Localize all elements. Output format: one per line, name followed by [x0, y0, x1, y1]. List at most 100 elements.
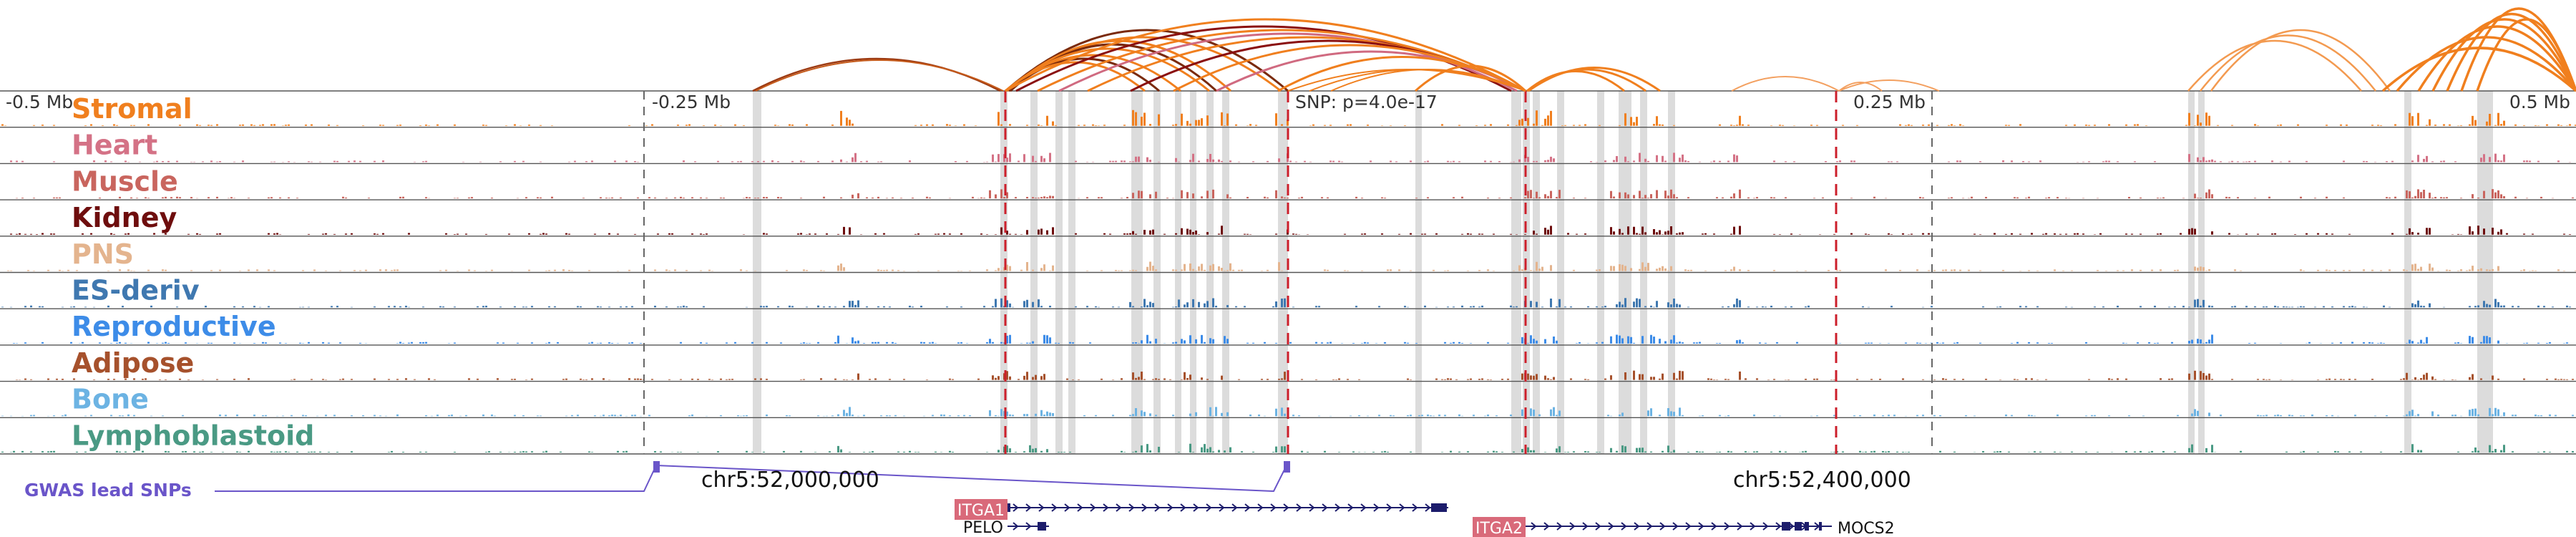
offset-label-plus-0-5: 0.5 Mb: [2509, 92, 2570, 112]
interaction-arc: [2210, 29, 2391, 92]
interaction-arc: [2431, 18, 2576, 92]
signal-stromal: [1, 110, 2576, 126]
track-label-kidney: Kidney: [72, 202, 177, 233]
track-labels: Stromal Heart Muscle Kidney PNS ES-deriv Repro…: [72, 93, 314, 451]
strand-arrow: [1283, 503, 1289, 512]
strand-arrow: [1322, 503, 1328, 512]
strand-arrow: [1556, 522, 1563, 531]
strand-arrow: [1141, 503, 1148, 512]
position-markers: [643, 91, 1933, 454]
interaction-arc: [2446, 12, 2576, 92]
track-label-stromal: Stromal: [72, 93, 192, 125]
interaction-arc: [755, 59, 1004, 92]
strand-arrow: [1360, 503, 1367, 512]
strand-arrow: [1231, 503, 1238, 512]
strand-arrow: [1672, 522, 1679, 531]
strand-arrow: [1711, 522, 1717, 531]
interaction-arc: [1005, 61, 1146, 92]
gene-label-pelo: PELO: [963, 519, 1003, 537]
gene-model-itga2: [1526, 522, 1832, 531]
strand-arrow: [1090, 503, 1096, 512]
strand-arrow: [1425, 503, 1431, 512]
strand-arrow: [1025, 522, 1032, 531]
strand-arrow: [1244, 503, 1251, 512]
interaction-arc: [2476, 18, 2576, 92]
strand-arrow: [1595, 522, 1601, 531]
strand-arrow: [1621, 522, 1627, 531]
signal-pns: [7, 261, 2576, 271]
signal-muscle: [16, 189, 2574, 199]
track-label-reproductive: Reproductive: [72, 311, 276, 342]
interaction-arc: [1005, 29, 1289, 92]
gene-track: ITGA1 PELO ITGA2 MOCS2: [955, 499, 1895, 537]
strand-arrow: [1634, 522, 1640, 531]
gene-highlight-box: [955, 499, 1008, 520]
strand-arrow: [1180, 503, 1186, 512]
strand-arrow: [1309, 503, 1315, 512]
strand-arrow: [1762, 522, 1769, 531]
interaction-arc: [1731, 76, 1840, 92]
interaction-arc: [1008, 57, 1160, 92]
strand-arrow: [1724, 522, 1730, 531]
strand-arrow: [1154, 503, 1161, 512]
signal-reproductive: [13, 334, 2568, 344]
gene-label-itga2: ITGA2: [1475, 520, 1523, 537]
interaction-arc: [1528, 67, 1661, 92]
strand-arrow: [1750, 522, 1756, 531]
strand-arrow: [1335, 503, 1341, 512]
strand-arrow: [1013, 522, 1019, 531]
interaction-arc: [1414, 64, 1527, 92]
interaction-arc: [2396, 36, 2576, 92]
strand-arrow: [1206, 503, 1212, 512]
strand-arrow: [1257, 503, 1264, 512]
gene-exon: [1819, 522, 1822, 531]
strand-arrow: [1013, 503, 1019, 512]
snp-pvalue-label: SNP: p=4.0e-17: [1295, 92, 1438, 112]
strand-arrow: [1737, 522, 1743, 531]
interaction-arc: [1005, 18, 1526, 92]
gene-exon: [1431, 503, 1447, 512]
strand-arrow: [1064, 503, 1070, 512]
strand-arrow: [1582, 522, 1589, 531]
strand-arrow: [1386, 503, 1392, 512]
interaction-arc: [1838, 82, 1883, 92]
coordinate-label: chr5:52,400,000: [1733, 468, 1911, 493]
strand-arrow: [1219, 503, 1225, 512]
signal-tracks: [1, 110, 2576, 453]
interaction-arc: [2417, 25, 2576, 92]
strand-arrow: [1412, 503, 1418, 512]
interaction-arc: [1277, 56, 1526, 92]
gene-model-pelo: [1008, 522, 1049, 531]
gene-models: [1008, 503, 1832, 531]
strand-arrow: [1775, 522, 1782, 531]
track-label-muscle: Muscle: [72, 165, 178, 197]
interaction-arc: [2200, 34, 2376, 92]
strand-arrow: [1167, 503, 1174, 512]
strand-arrow: [1646, 522, 1653, 531]
track-label-adipose: Adipose: [72, 347, 194, 379]
gwas-track: GWAS lead SNPs: [24, 461, 1290, 500]
strand-arrow: [1038, 503, 1045, 512]
gene-label-mocs2: MOCS2: [1838, 520, 1895, 537]
gwas-snp-marker: [1284, 461, 1290, 473]
strand-arrow: [1116, 503, 1122, 512]
strand-arrow: [1659, 522, 1666, 531]
strand-arrow: [1270, 503, 1277, 512]
signal-heart: [10, 153, 2571, 163]
track-label-bone: Bone: [72, 384, 149, 415]
track-label-lymphoblastoid: Lymphoblastoid: [72, 420, 314, 451]
interaction-arc: [1838, 79, 1940, 92]
strand-arrow: [1103, 503, 1109, 512]
gwas-lead-snps-label: GWAS lead SNPs: [24, 480, 192, 500]
strand-arrow: [1531, 522, 1537, 531]
gene-exon: [1782, 522, 1790, 531]
gene-exon: [1805, 522, 1809, 531]
strand-arrow: [1193, 503, 1199, 512]
strand-arrow: [1399, 503, 1405, 512]
strand-arrow: [1698, 522, 1704, 531]
strand-arrow: [1543, 522, 1550, 531]
gene-exon: [1795, 522, 1802, 531]
track-label-heart: Heart: [72, 130, 157, 161]
strand-arrow: [1077, 503, 1083, 512]
